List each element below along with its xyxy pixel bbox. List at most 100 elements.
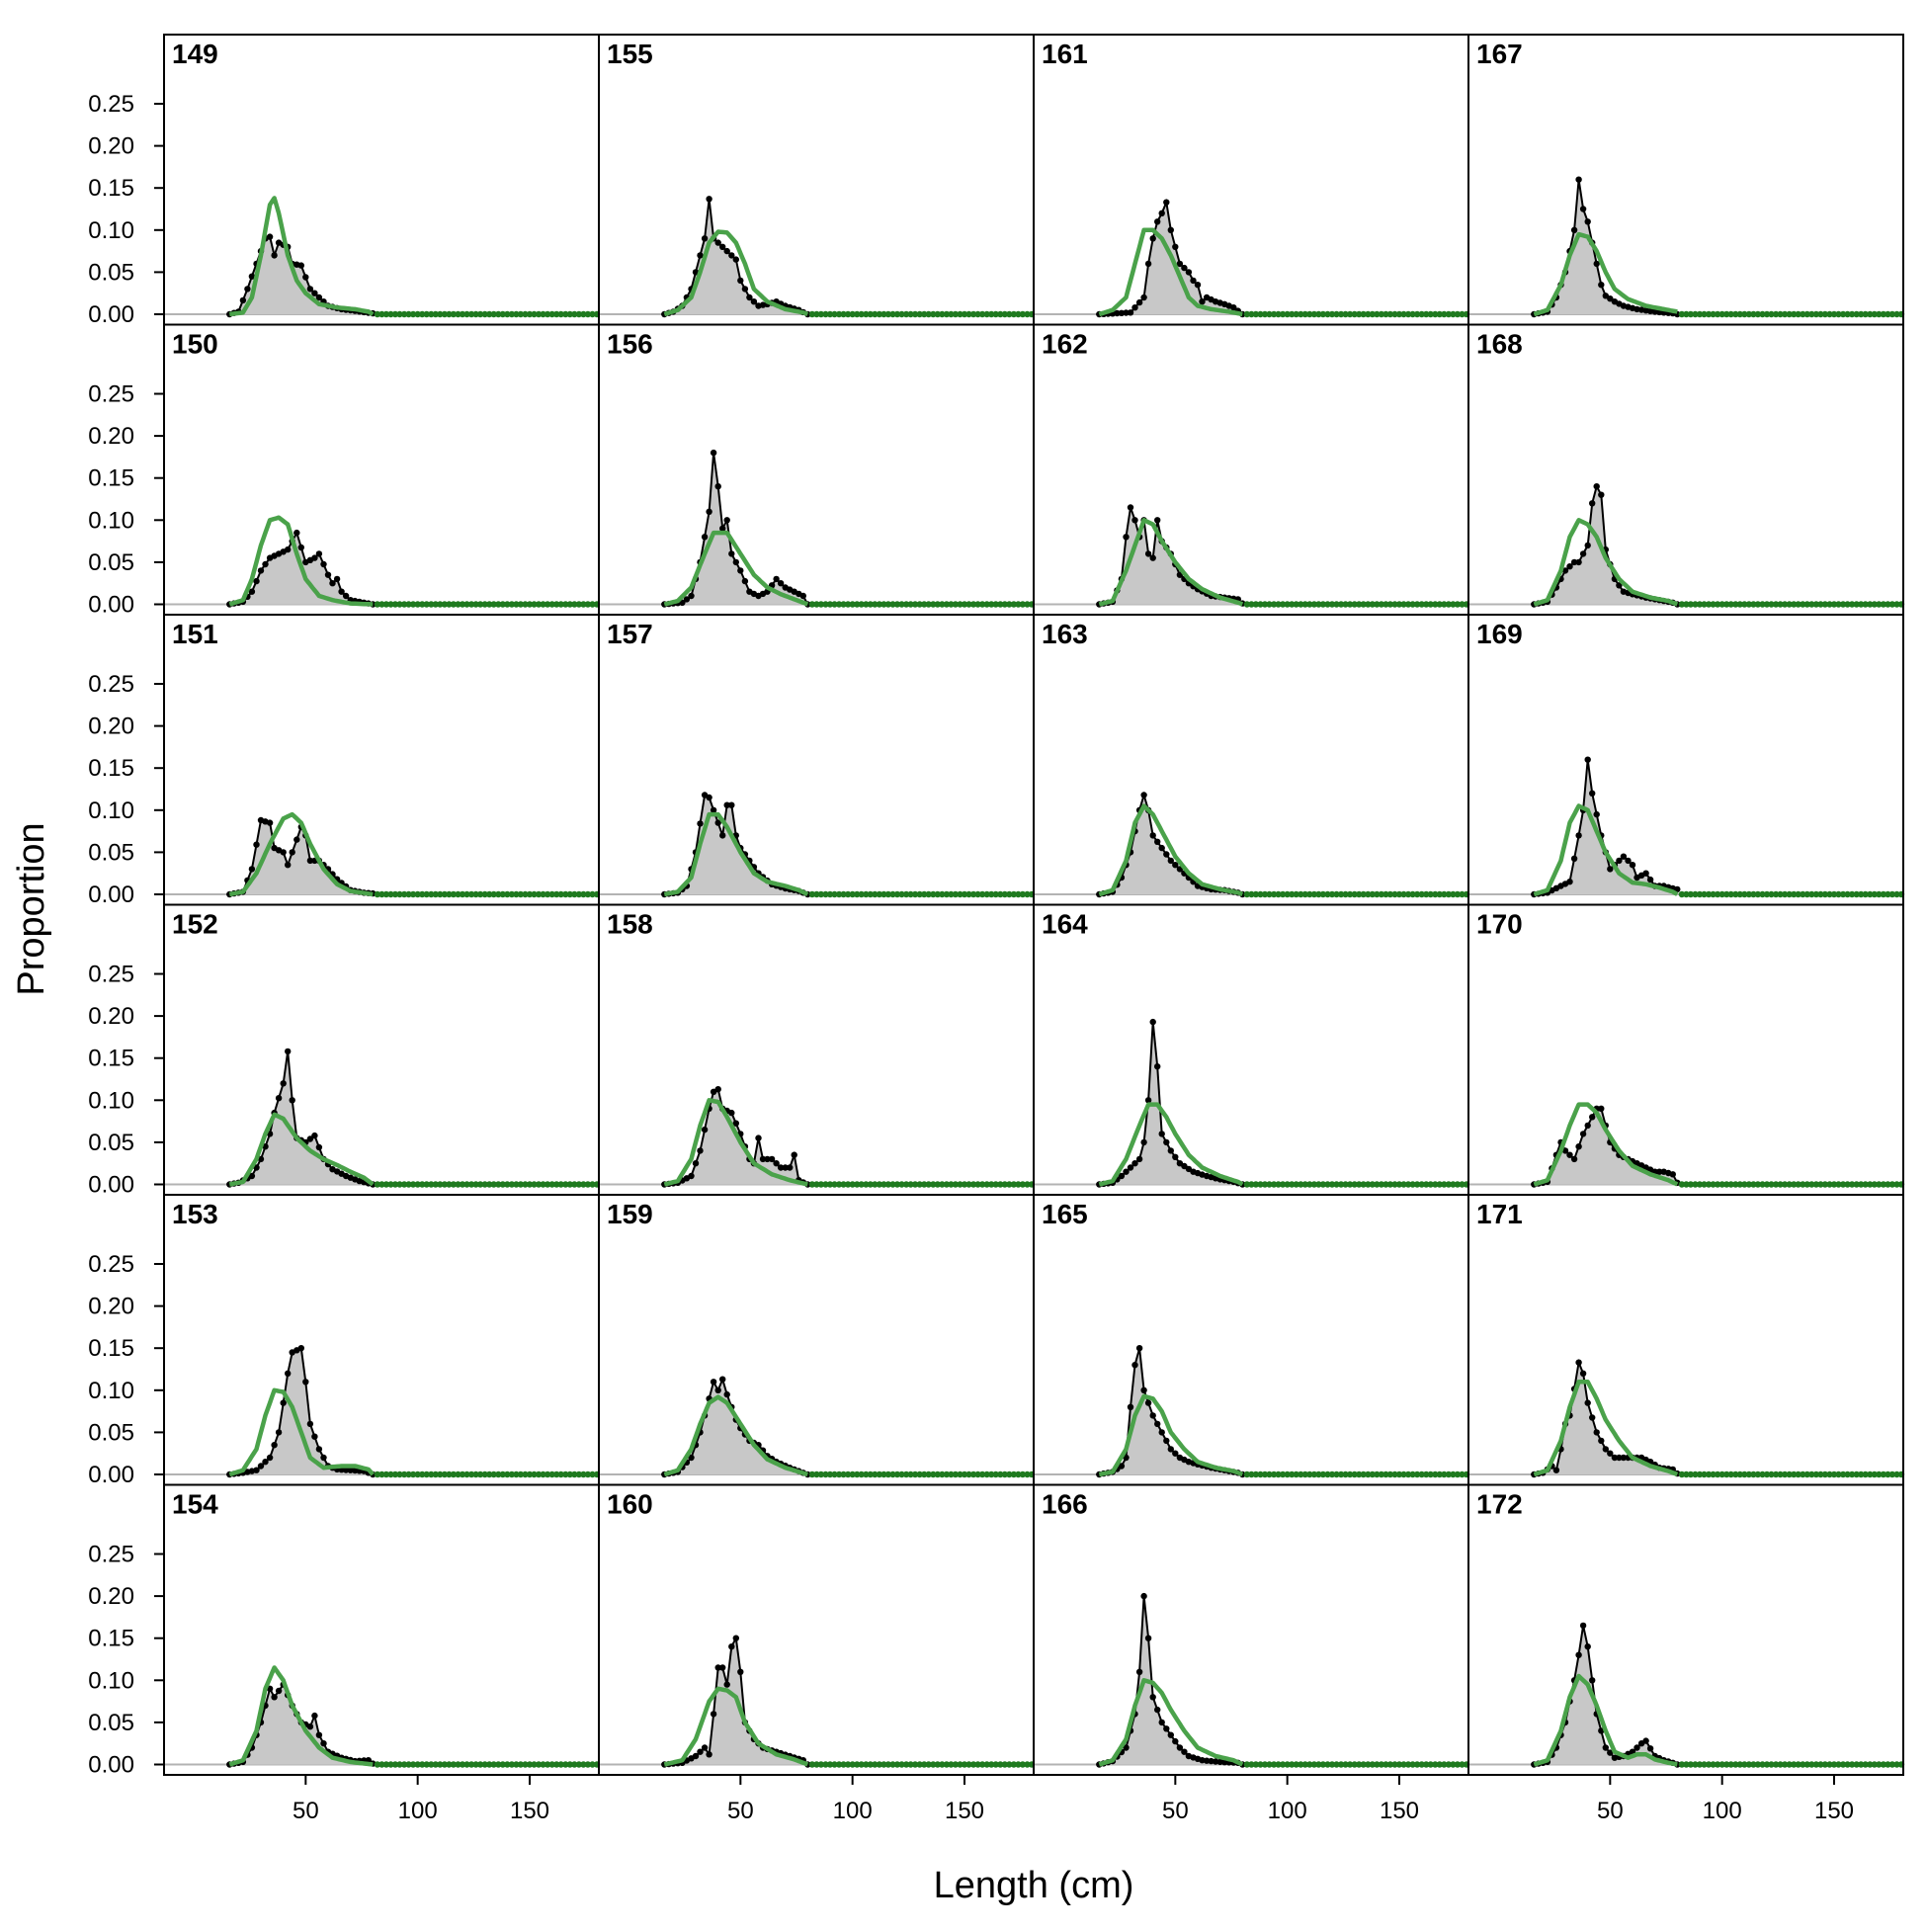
tail-point <box>1279 890 1287 898</box>
tail-point <box>1346 1470 1354 1478</box>
tail-point <box>553 1470 560 1478</box>
tail-point <box>1893 601 1900 608</box>
tail-point <box>405 310 412 318</box>
tail-point <box>840 601 847 608</box>
tail-point <box>1710 601 1717 608</box>
tail-point <box>826 310 834 318</box>
expected-line <box>228 1665 374 1767</box>
tail-point <box>1826 890 1833 898</box>
tail-point <box>965 601 972 608</box>
tail-point <box>557 310 564 318</box>
observed-area <box>664 453 808 605</box>
tail-point <box>382 1761 390 1768</box>
tail-point <box>1696 1470 1704 1478</box>
tail-point <box>893 1470 901 1478</box>
tail-point <box>535 1761 543 1768</box>
observed-point <box>706 1751 712 1758</box>
tail-point <box>1763 890 1771 898</box>
tail-point <box>1015 601 1022 608</box>
tail-point <box>1432 1181 1439 1188</box>
tail-point <box>1024 1181 1031 1188</box>
observed-point <box>285 546 292 553</box>
tail-point <box>481 1181 488 1188</box>
tail-point <box>1404 1470 1412 1478</box>
tail-point <box>911 601 919 608</box>
tail-point <box>1310 890 1318 898</box>
panel-label: 158 <box>607 909 653 940</box>
tail-point <box>1423 1761 1430 1768</box>
tail-point <box>844 1470 852 1478</box>
tail-point <box>1289 1470 1296 1478</box>
tail-point <box>1248 890 1255 898</box>
tail-point <box>925 601 932 608</box>
tail-point <box>1266 1761 1273 1768</box>
tail-point <box>1374 890 1381 898</box>
tail-point <box>391 1181 399 1188</box>
observed-point <box>329 580 336 587</box>
tail-point <box>467 1470 475 1478</box>
observed-point <box>333 575 341 583</box>
observed-point <box>1575 1651 1582 1658</box>
panel-border <box>163 1483 600 1776</box>
tail-point <box>1687 1470 1695 1478</box>
tail-point <box>1718 1470 1725 1478</box>
tail-point <box>1687 1761 1695 1768</box>
observed-point <box>1620 1454 1628 1462</box>
tail-point <box>1432 1470 1439 1478</box>
observed-point <box>302 1379 309 1386</box>
tail-point <box>409 890 417 898</box>
tail-point <box>1821 310 1829 318</box>
tail-point <box>952 310 960 318</box>
tail-point <box>1763 310 1771 318</box>
y-tick-label: 0.10 <box>88 1378 134 1404</box>
tail-point <box>1808 601 1815 608</box>
observed-point <box>1158 1719 1165 1726</box>
observed-point <box>266 819 274 826</box>
tail-point <box>522 1470 529 1478</box>
tail-point <box>1759 890 1766 898</box>
observed-point <box>297 1345 304 1352</box>
tail-point <box>907 890 914 898</box>
tail-point <box>455 1470 461 1478</box>
observed-point <box>714 239 721 246</box>
tail-point <box>1382 890 1389 898</box>
panel-169: 169 <box>1467 614 1905 906</box>
tail-point <box>1692 890 1699 898</box>
tail-point <box>911 1470 919 1478</box>
tail-point <box>378 1470 385 1478</box>
tail-point <box>495 310 502 318</box>
tail-point <box>1243 601 1251 608</box>
tail-point <box>988 310 995 318</box>
tail-point <box>589 1470 596 1478</box>
observed-point <box>1172 1153 1179 1161</box>
tail-point <box>378 890 385 898</box>
y-tick-label: 0.00 <box>88 1462 134 1488</box>
tail-point <box>571 1181 578 1188</box>
tail-point <box>1844 601 1851 608</box>
tail-point <box>1745 890 1753 898</box>
observed-point <box>266 1454 274 1462</box>
tail-point <box>1409 310 1416 318</box>
tail-point <box>463 310 470 318</box>
tail-point <box>486 1470 493 1478</box>
tail-point <box>584 310 592 318</box>
y-tick-label: 0.20 <box>88 714 134 740</box>
tail-point <box>884 1181 892 1188</box>
tail-point <box>575 1761 583 1768</box>
tail-point <box>1835 310 1842 318</box>
panel-167: 167 <box>1467 34 1905 326</box>
tail-point <box>1252 601 1260 608</box>
tail-point <box>1386 310 1394 318</box>
tail-point <box>382 1181 390 1188</box>
tail-point <box>822 1181 829 1188</box>
tail-point <box>378 601 385 608</box>
x-tick-label: 50 <box>293 1798 319 1824</box>
tail-point <box>432 1181 439 1188</box>
tail-point <box>1791 601 1798 608</box>
tail-point <box>490 310 497 318</box>
tail-point <box>1871 1761 1879 1768</box>
tail-point <box>396 1761 403 1768</box>
tail-point <box>1337 601 1345 608</box>
tail-point <box>1817 890 1824 898</box>
x-tick-label: 100 <box>398 1798 438 1824</box>
